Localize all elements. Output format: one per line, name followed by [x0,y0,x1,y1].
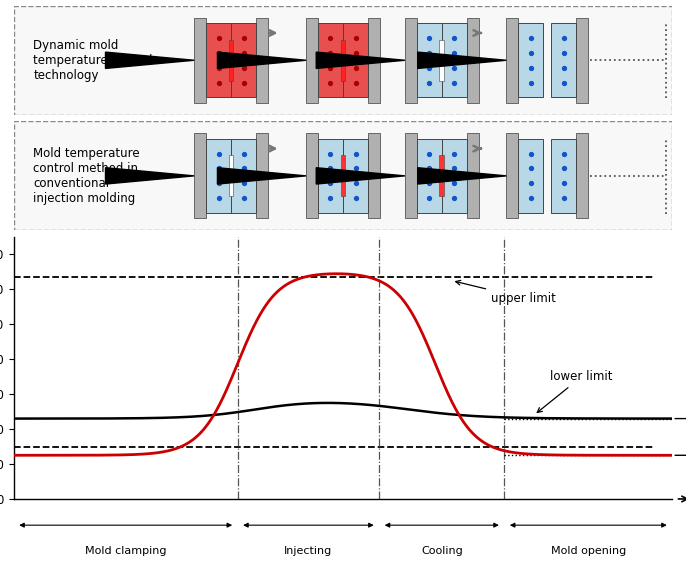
Bar [466,18,479,103]
Bar [506,133,518,218]
Bar [343,139,368,213]
Bar [194,133,206,218]
Bar [228,40,233,81]
Bar [368,18,380,103]
Bar [206,139,231,213]
Bar [228,155,233,196]
Bar [551,23,576,98]
Polygon shape [106,168,194,184]
Bar [318,23,343,98]
Bar [405,18,417,103]
Polygon shape [106,52,194,69]
Bar [256,18,268,103]
Polygon shape [217,168,306,184]
Bar [405,133,417,218]
Bar [518,139,543,213]
Bar [440,40,444,81]
Bar [576,18,588,103]
Bar [318,139,343,213]
Text: upper limit: upper limit [456,280,556,304]
Bar [440,155,444,196]
Polygon shape [316,52,405,69]
Bar [442,139,466,213]
Text: Mold opening: Mold opening [551,546,626,556]
Bar [576,133,588,218]
Bar [206,23,231,98]
Bar [341,155,345,196]
Text: Mold clamping: Mold clamping [85,546,167,556]
Bar [506,18,518,103]
Bar [343,23,368,98]
Bar [368,133,380,218]
Polygon shape [316,168,405,184]
Text: Dynamic mold
temperature control
technology: Dynamic mold temperature control technol… [34,39,153,82]
Polygon shape [418,168,506,184]
Bar [417,139,442,213]
Text: Mold temperature
control method in
conventional
injection molding: Mold temperature control method in conve… [34,147,140,205]
Bar [442,23,466,98]
Bar [551,139,576,213]
Polygon shape [418,52,506,69]
Bar [341,40,345,81]
Polygon shape [217,52,306,69]
Bar [306,133,318,218]
Bar [256,133,268,218]
Text: lower limit: lower limit [537,370,613,412]
Bar [417,23,442,98]
Bar [518,23,543,98]
Text: Injecting: Injecting [284,546,333,556]
Bar [306,18,318,103]
Bar [466,133,479,218]
Text: Cooling: Cooling [421,546,462,556]
Bar [194,18,206,103]
Bar [231,23,256,98]
Bar [231,139,256,213]
